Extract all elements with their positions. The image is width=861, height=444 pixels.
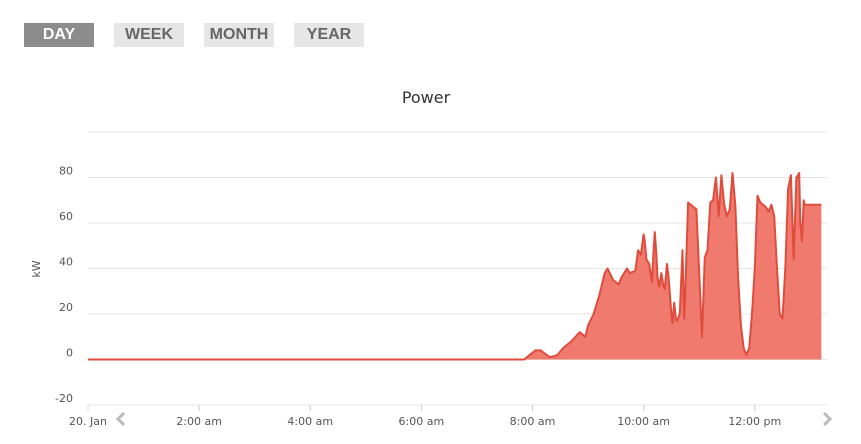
tab-month[interactable]: MONTH — [204, 23, 274, 47]
tab-year[interactable]: YEAR — [294, 23, 364, 47]
y-tick-label: 60 — [59, 210, 73, 223]
series-line — [88, 172, 822, 361]
chart-title: Power — [402, 88, 451, 107]
y-tick-label: 40 — [59, 256, 73, 269]
x-tick-label: 12:00 pm — [728, 415, 781, 428]
y-tick-label: 0 — [66, 347, 73, 360]
y-axis-ticks: -20 0 20 40 60 80 — [55, 165, 73, 406]
tab-week[interactable]: WEEK — [114, 23, 184, 47]
x-tick-label: 4:00 am — [287, 415, 333, 428]
series-layer — [88, 172, 822, 361]
y-tick-label: -20 — [55, 392, 73, 405]
y-tick-label: 80 — [59, 165, 73, 178]
x-tick-label: 6:00 am — [399, 415, 445, 428]
x-axis-ticks: 20. Jan 2:00 am 4:00 am 6:00 am 8:00 am 10:00… — [69, 405, 781, 428]
tab-day[interactable]: DAY — [24, 23, 94, 47]
x-tick-label: 2:00 am — [176, 415, 222, 428]
x-tick-label: 20. Jan — [69, 415, 107, 428]
chevron-right-icon[interactable] — [822, 411, 833, 427]
y-axis-title: kW — [30, 260, 43, 277]
series-area — [88, 173, 822, 360]
y-tick-label: 20 — [59, 301, 73, 314]
x-tick-label: 8:00 am — [510, 415, 556, 428]
chevron-left-icon[interactable] — [115, 411, 126, 427]
x-tick-label: 10:00 am — [617, 415, 670, 428]
